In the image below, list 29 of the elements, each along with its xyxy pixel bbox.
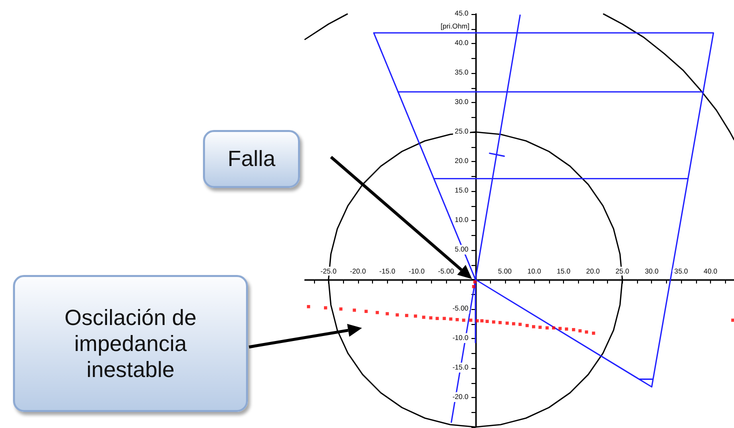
point [532, 325, 536, 328]
point [486, 320, 489, 323]
point [429, 316, 432, 320]
point [592, 332, 596, 335]
point [462, 318, 466, 322]
point [339, 307, 342, 311]
point [512, 322, 516, 326]
point [469, 318, 472, 322]
callout-box: Falla [203, 130, 300, 188]
point [506, 322, 509, 325]
point [376, 310, 379, 314]
point [449, 317, 452, 321]
point [352, 308, 356, 312]
point [386, 312, 389, 316]
point [436, 316, 439, 320]
point [456, 318, 459, 322]
point [731, 318, 734, 322]
point [324, 306, 328, 310]
point [422, 316, 426, 319]
point [518, 322, 522, 326]
point [480, 319, 484, 322]
point [578, 329, 582, 332]
point [396, 313, 399, 316]
callout-box: Oscilación de impedancia inestable [13, 275, 248, 412]
point [538, 326, 542, 329]
point [442, 316, 446, 320]
point [476, 319, 479, 322]
point [472, 284, 476, 288]
point [405, 314, 408, 318]
